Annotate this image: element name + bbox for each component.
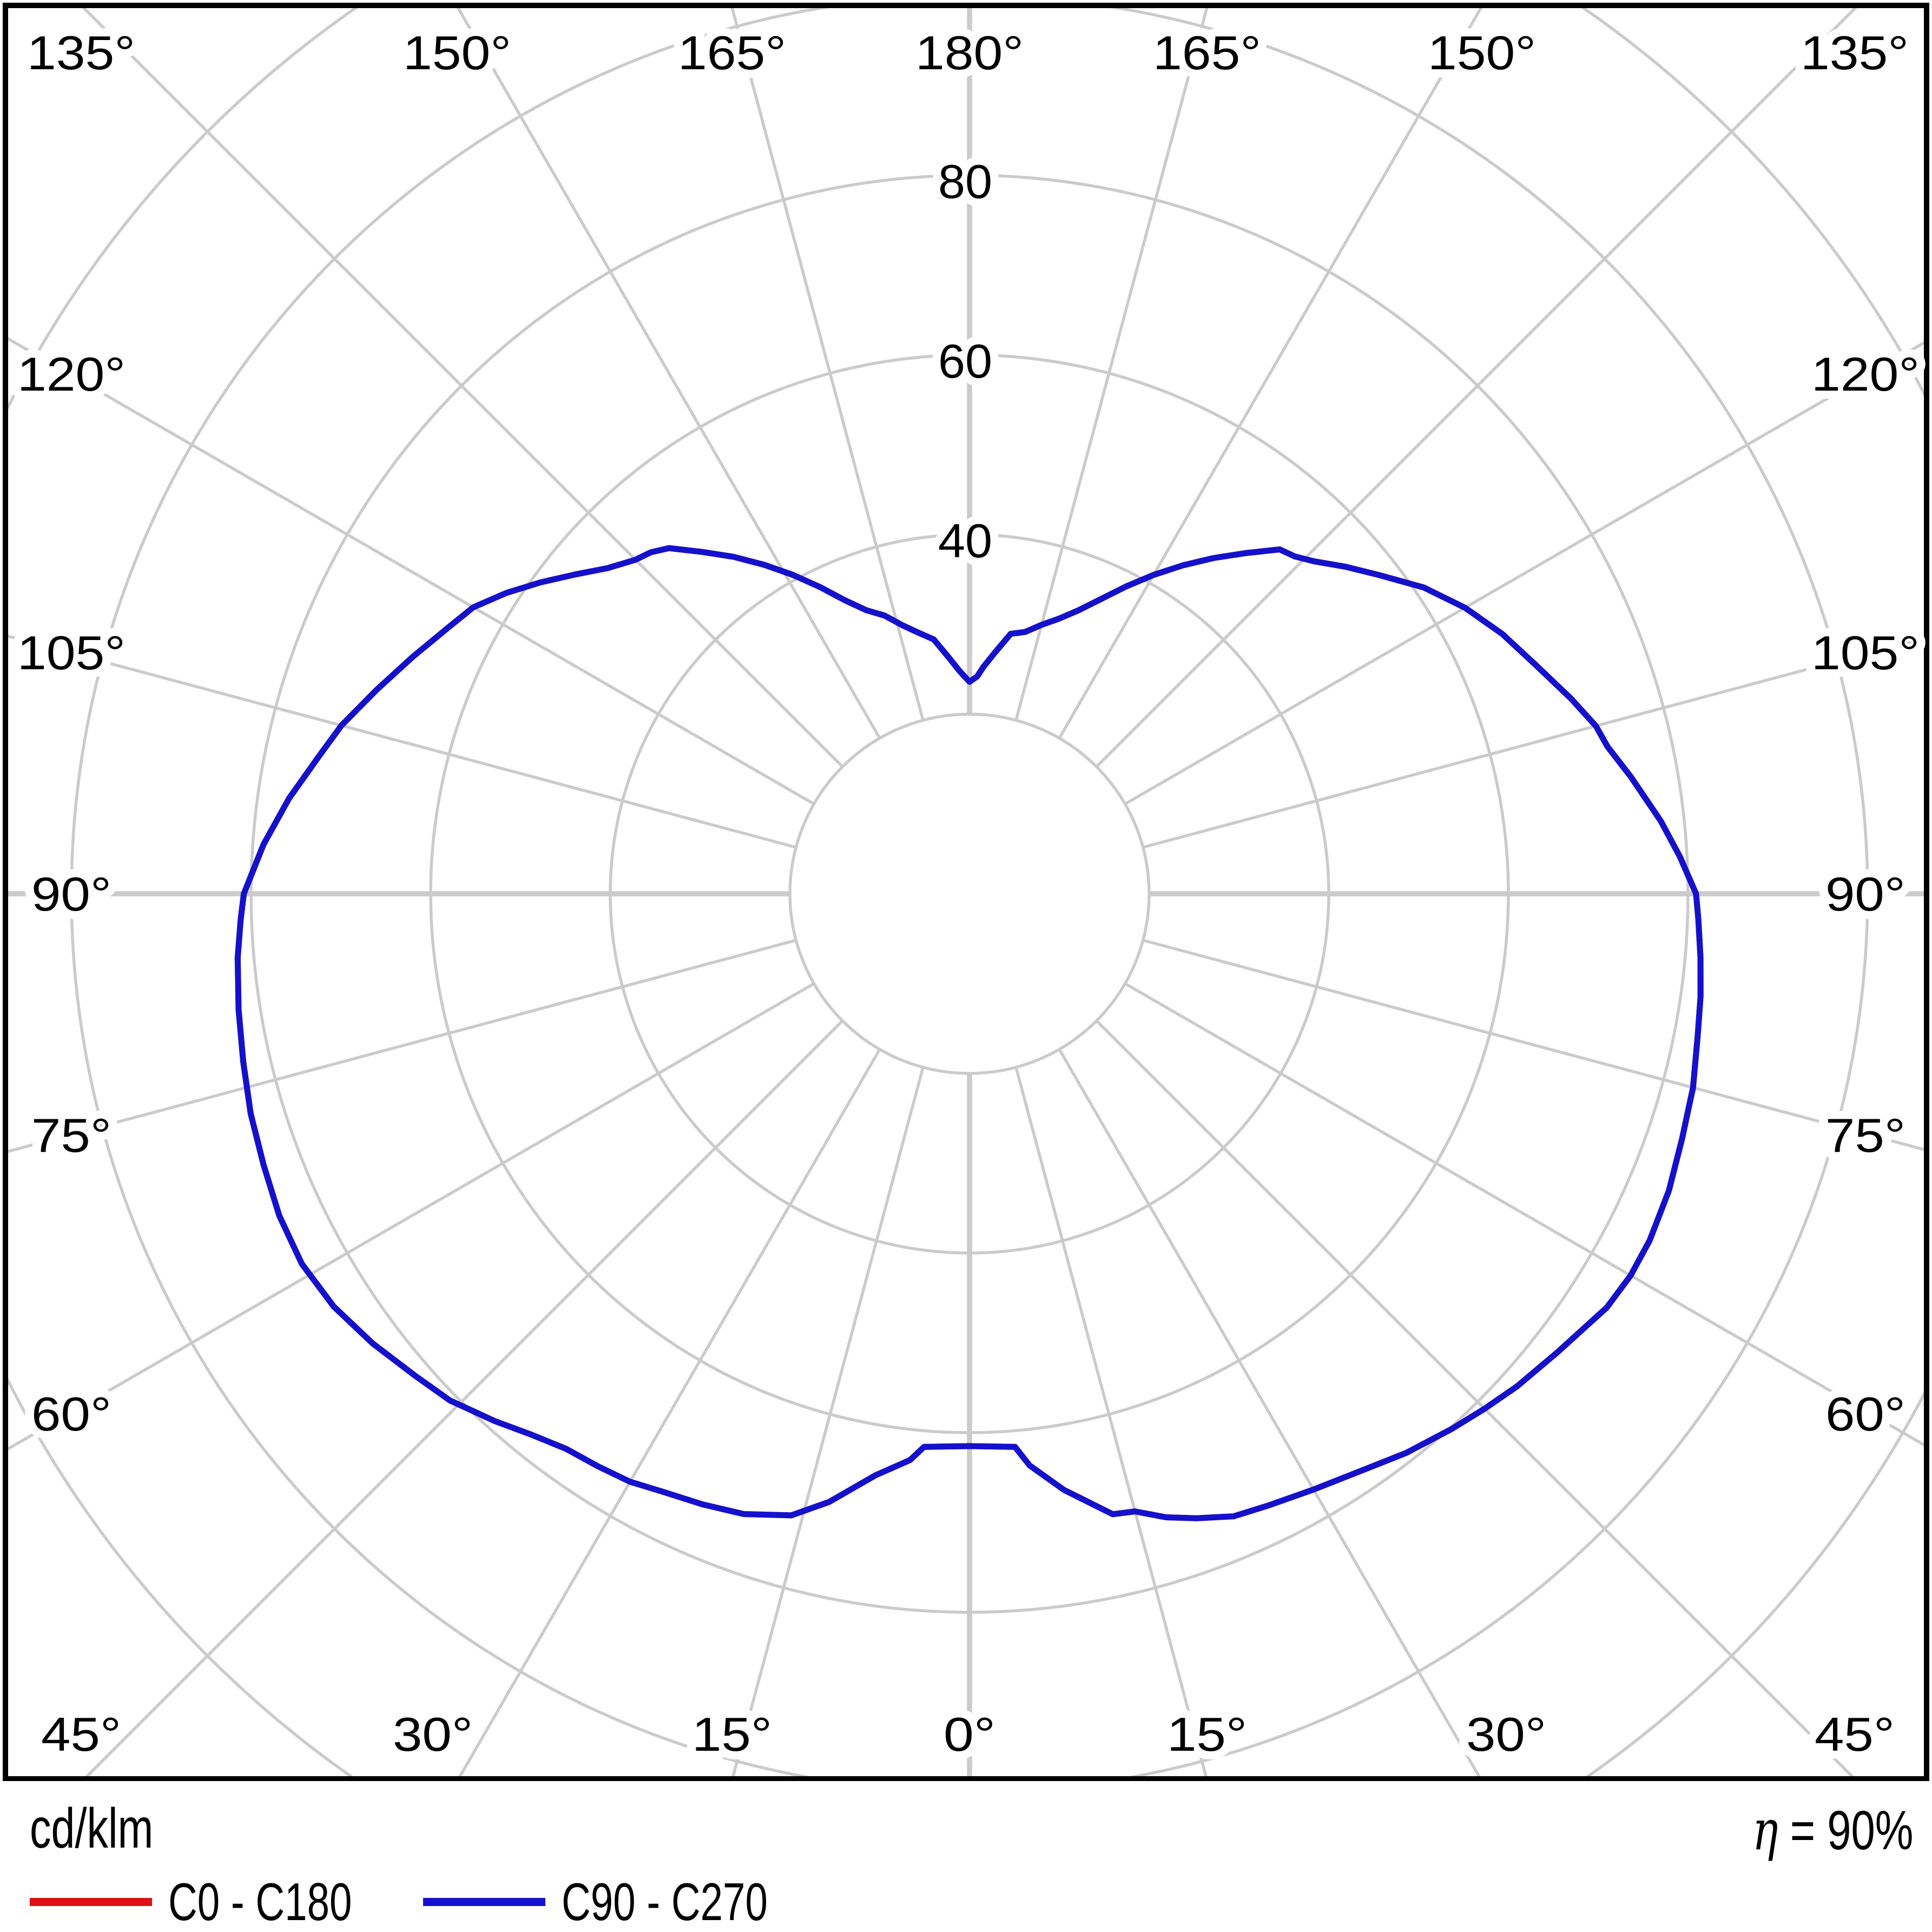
grid-spoke-300 <box>8 982 815 1451</box>
legend-item-c90-c270: C90 - C270 <box>423 1872 833 1931</box>
angle-label-bottom-0: 45° <box>41 1707 121 1761</box>
legend-area: cd/klm η = 90% C0 - C180 C90 - C270 <box>0 1781 1932 1932</box>
grid-spoke-105 <box>1142 636 1924 849</box>
radial-label-80: 80 <box>938 155 992 208</box>
grid-spoke-240 <box>8 337 815 806</box>
angle-label-top-6: 135° <box>1801 26 1909 80</box>
grid-spoke-255 <box>8 635 797 849</box>
radial-label-60: 60 <box>938 334 992 388</box>
grid-spoke-15 <box>1014 1066 1208 1776</box>
efficiency-label: η = 90% <box>1707 1803 1914 1858</box>
angle-label-right-3: 75° <box>1825 1109 1905 1162</box>
legend-swatch-c0-c180 <box>30 1897 152 1906</box>
angle-label-right-0: 120° <box>1811 347 1920 401</box>
angle-label-left-3: 75° <box>31 1109 111 1162</box>
angle-label-bottom-4: 15° <box>1167 1707 1247 1761</box>
angle-label-right-4: 60° <box>1825 1387 1905 1441</box>
grid-spoke-165 <box>1014 8 1209 721</box>
grid-spoke-30 <box>1058 1049 1481 1776</box>
grid-spoke-285 <box>8 939 797 1153</box>
angle-label-top-5: 150° <box>1428 26 1536 80</box>
curve-c90-c270 <box>234 545 1704 1521</box>
grid-spoke-120 <box>1124 341 1924 806</box>
radial-label-40: 40 <box>938 514 992 568</box>
unit-label-text: cd/klm <box>30 1797 154 1860</box>
angle-label-left-4: 60° <box>31 1387 111 1441</box>
legend-swatch-c90-c270 <box>423 1897 545 1906</box>
legend-item-c0-c180: C0 - C180 <box>30 1872 410 1931</box>
legend-label-c0-c180: C0 - C180 <box>168 1872 352 1931</box>
angle-label-left-2: 90° <box>31 867 111 921</box>
angle-label-bottom-3: 0° <box>944 1707 995 1761</box>
grid-spoke-195 <box>730 8 925 721</box>
angle-label-bottom-2: 15° <box>692 1707 772 1761</box>
angle-label-top-4: 165° <box>1153 26 1261 80</box>
angle-label-top-3: 180° <box>915 26 1024 80</box>
angle-label-bottom-5: 30° <box>1466 1707 1546 1761</box>
angle-label-left-0: 120° <box>17 347 126 401</box>
grid-spoke-135 <box>1095 8 1857 768</box>
efficiency-value: = 90% <box>1778 1799 1914 1861</box>
grid-spoke-75 <box>1142 939 1924 1151</box>
grid-spoke-315 <box>85 1019 844 1776</box>
angle-label-right-1: 105° <box>1811 626 1920 680</box>
unit-label: cd/klm <box>30 1801 192 1857</box>
angle-label-top-2: 165° <box>678 26 786 80</box>
angle-label-bottom-1: 30° <box>393 1707 473 1761</box>
grid-spoke-345 <box>731 1066 925 1776</box>
angle-label-left-1: 105° <box>17 626 126 680</box>
angle-label-top-1: 150° <box>403 26 511 80</box>
grid-spoke-225 <box>82 8 844 768</box>
grid-spoke-45 <box>1095 1019 1854 1776</box>
grid-spoke-330 <box>458 1049 881 1776</box>
angle-label-right-2: 90° <box>1825 867 1905 921</box>
legend-label-c90-c270: C90 - C270 <box>562 1872 768 1931</box>
angle-label-bottom-6: 45° <box>1815 1707 1895 1761</box>
grid-spoke-60 <box>1124 982 1924 1447</box>
eta-symbol: η <box>1752 1798 1779 1863</box>
angle-label-top-0: 135° <box>27 26 135 80</box>
